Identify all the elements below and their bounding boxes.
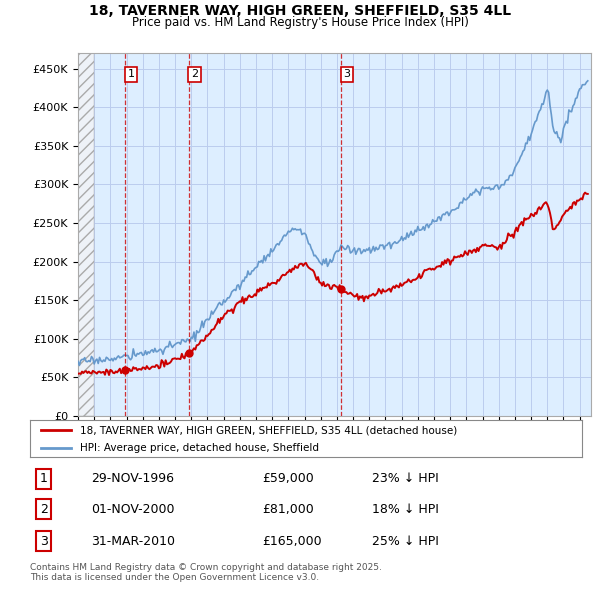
Text: 18, TAVERNER WAY, HIGH GREEN, SHEFFIELD, S35 4LL: 18, TAVERNER WAY, HIGH GREEN, SHEFFIELD,… [89, 4, 511, 18]
Text: 23% ↓ HPI: 23% ↓ HPI [372, 472, 439, 485]
Text: 3: 3 [40, 535, 48, 548]
Text: 18% ↓ HPI: 18% ↓ HPI [372, 503, 439, 516]
Text: 01-NOV-2000: 01-NOV-2000 [91, 503, 174, 516]
Text: HPI: Average price, detached house, Sheffield: HPI: Average price, detached house, Shef… [80, 443, 319, 453]
Text: £81,000: £81,000 [262, 503, 314, 516]
Text: 31-MAR-2010: 31-MAR-2010 [91, 535, 175, 548]
Text: 3: 3 [343, 70, 350, 80]
Text: 25% ↓ HPI: 25% ↓ HPI [372, 535, 439, 548]
Text: 1: 1 [40, 472, 48, 485]
Text: Price paid vs. HM Land Registry's House Price Index (HPI): Price paid vs. HM Land Registry's House … [131, 16, 469, 29]
Text: £165,000: £165,000 [262, 535, 322, 548]
Text: 2: 2 [191, 70, 198, 80]
Text: 1: 1 [128, 70, 134, 80]
Text: 29-NOV-1996: 29-NOV-1996 [91, 472, 174, 485]
Text: 2: 2 [40, 503, 48, 516]
Text: Contains HM Land Registry data © Crown copyright and database right 2025.
This d: Contains HM Land Registry data © Crown c… [30, 563, 382, 582]
Text: £59,000: £59,000 [262, 472, 314, 485]
Bar [78, 53, 94, 416]
Text: 18, TAVERNER WAY, HIGH GREEN, SHEFFIELD, S35 4LL (detached house): 18, TAVERNER WAY, HIGH GREEN, SHEFFIELD,… [80, 425, 457, 435]
